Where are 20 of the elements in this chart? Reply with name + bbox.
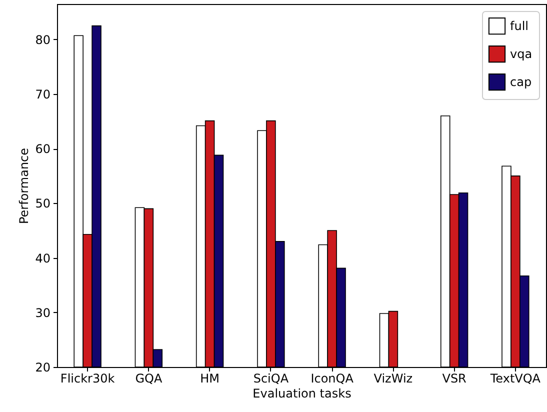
y-axis-title: Performance: [17, 148, 32, 224]
x-tick-label: IconQA: [310, 372, 354, 386]
x-axis-title: Evaluation tasks: [252, 386, 352, 400]
x-tick-label: HM: [200, 372, 220, 386]
y-tick-label: 50: [35, 196, 50, 211]
x-tick-label: VizWiz: [374, 372, 413, 386]
x-tick-label: VSR: [442, 372, 466, 386]
y-tick-label: 30: [35, 306, 50, 320]
y-tick-label: 40: [35, 251, 50, 266]
y-tick-label: 20: [35, 360, 50, 374]
y-tick-label: 70: [35, 88, 50, 102]
legend-label: full: [510, 19, 528, 33]
x-tick-label: Flickr30k: [60, 372, 115, 386]
y-tick-label: 60: [35, 142, 50, 156]
legend-label: cap: [510, 75, 532, 89]
x-tick-label: TextVQA: [489, 372, 542, 386]
x-tick-label: GQA: [135, 372, 163, 386]
x-tick-label: SciQA: [253, 372, 290, 386]
y-tick-label: 80: [35, 32, 50, 47]
legend-label: vqa: [510, 47, 532, 61]
